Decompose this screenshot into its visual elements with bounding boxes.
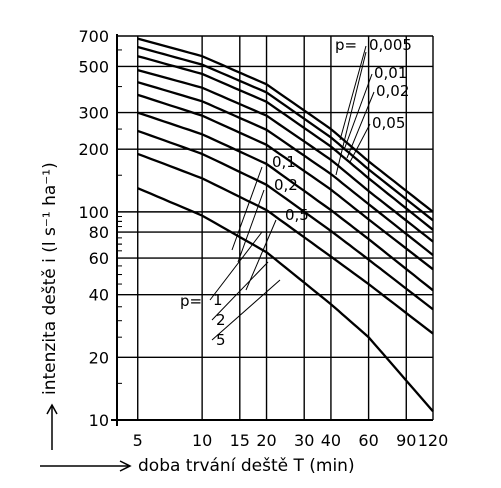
series-label-5: 5: [216, 331, 226, 349]
series-line-5: [137, 187, 434, 413]
series-label-0.2: 0,2: [274, 176, 298, 194]
x-tick-label: 40: [321, 431, 341, 450]
leader-line: [335, 51, 367, 176]
series-label-0.5: 0,5: [285, 206, 309, 224]
leader-line: [209, 231, 263, 301]
p-label-top: p=: [335, 36, 357, 54]
curves: [137, 37, 434, 413]
series-line-0.01: [137, 45, 434, 222]
tick-labels: 5 10 15 20 30 40 60 90 1207005003002001008060402…: [78, 27, 448, 450]
grid: [117, 35, 434, 421]
x-tick-label: 60: [358, 431, 378, 450]
y-tick-label: 300: [78, 104, 109, 123]
x-axis-label: doba trvání deště T (min): [138, 456, 355, 476]
x-tick-label: 120: [418, 431, 449, 450]
axes: [111, 34, 433, 426]
series-label-1: 1: [213, 291, 223, 309]
series-line-0.005: [137, 37, 434, 213]
y-tick-label: 100: [78, 203, 109, 222]
series-line-0.1: [137, 81, 434, 256]
y-tick-label: 60: [89, 249, 109, 268]
x-tick-label: 5: [133, 431, 143, 450]
leader-line: [211, 279, 281, 341]
x-tick-label: 10: [192, 431, 212, 450]
series-label-0.1: 0,1: [272, 153, 296, 171]
series-label-0.005: 0,005: [369, 36, 412, 54]
y-tick-label: 200: [78, 140, 109, 159]
series-line-0.2: [137, 93, 434, 271]
leader-line: [237, 189, 265, 263]
series-line-0.05: [137, 68, 434, 243]
y-axis-arrow: [46, 403, 58, 450]
y-tick-label: 500: [78, 57, 109, 76]
series-label-0.02: 0,02: [376, 82, 409, 100]
y-tick-label: 80: [89, 223, 109, 242]
leader-line: [231, 166, 263, 251]
x-tick-label: 15: [230, 431, 250, 450]
series-label-2: 2: [216, 311, 226, 329]
leader-line: [349, 123, 371, 163]
series-line-0.5: [137, 111, 434, 292]
x-axis-arrow: [40, 460, 132, 472]
series-line-1: [137, 129, 434, 311]
series-labels: 0,005 0,010,02 0,05 0,1 0,2 0,5 1 2 5: [213, 36, 412, 349]
series-line-2: [137, 152, 434, 335]
leader-lines: [209, 45, 375, 341]
series-label-0.05: 0,05: [372, 114, 405, 132]
y-tick-label: 20: [89, 348, 109, 367]
y-tick-label: 700: [78, 27, 109, 46]
leader-line: [339, 45, 367, 141]
leader-line: [346, 91, 375, 159]
series-label-0.01: 0,01: [374, 64, 407, 82]
x-tick-label: 30: [294, 431, 314, 450]
leader-line: [343, 73, 373, 151]
x-tick-label: 90: [396, 431, 416, 450]
x-tick-label: 20: [256, 431, 276, 450]
y-tick-label: 40: [89, 286, 109, 305]
y-tick-label: 10: [89, 411, 109, 430]
y-axis-label: intenzita deště i (l s⁻¹ ha⁻¹): [40, 162, 60, 395]
leader-line: [245, 219, 277, 291]
series-line-0.02: [137, 55, 434, 231]
p-label-bottom: p=: [180, 292, 202, 310]
leader-line: [211, 261, 269, 321]
